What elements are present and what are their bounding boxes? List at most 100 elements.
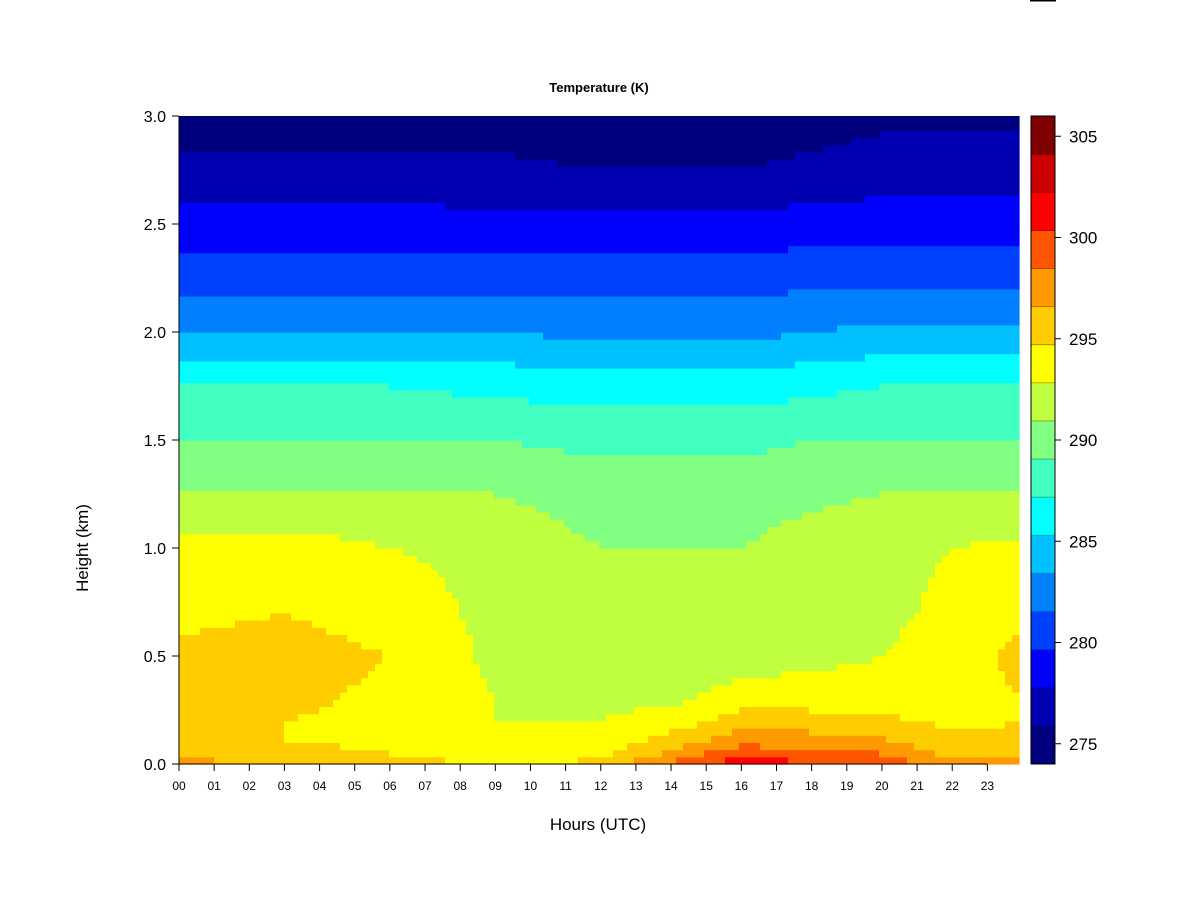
heatmap-cell — [438, 375, 446, 383]
heatmap-cell — [375, 288, 383, 297]
heatmap-cell — [235, 728, 243, 736]
heatmap-cell — [263, 130, 271, 139]
heatmap-cell — [410, 432, 418, 441]
heatmap-cell — [529, 656, 537, 664]
heatmap-cell — [333, 432, 341, 441]
heatmap-cell — [284, 706, 292, 715]
heatmap-cell — [403, 447, 411, 455]
heatmap-cell — [466, 548, 474, 556]
heatmap-cell — [221, 404, 229, 412]
heatmap-cell — [228, 418, 236, 427]
heatmap-cell — [480, 116, 488, 124]
heatmap-cell — [200, 483, 208, 491]
heatmap-cell — [473, 310, 481, 319]
heatmap-cell — [543, 180, 551, 189]
heatmap-cell — [256, 202, 264, 211]
heatmap-cell — [326, 396, 334, 405]
heatmap-cell — [228, 144, 236, 153]
heatmap-cell — [249, 180, 257, 189]
heatmap-cell — [403, 756, 411, 765]
heatmap-cell — [263, 238, 271, 247]
heatmap-cell — [228, 159, 236, 167]
heatmap-cell — [291, 490, 299, 499]
heatmap-cell — [207, 555, 215, 563]
heatmap-cell — [473, 555, 481, 563]
heatmap-cell — [242, 641, 250, 650]
heatmap-cell — [221, 288, 229, 297]
heatmap-cell — [312, 656, 320, 664]
heatmap-cell — [347, 195, 355, 203]
heatmap-cell — [186, 591, 194, 599]
heatmap-cell — [354, 267, 362, 275]
heatmap-cell — [375, 116, 383, 124]
heatmap-cell — [424, 447, 432, 455]
heatmap-cell — [284, 584, 292, 592]
heatmap-cell — [347, 497, 355, 506]
heatmap-cell — [291, 195, 299, 203]
heatmap-cell — [179, 742, 187, 751]
heatmap-cell — [424, 202, 432, 211]
heatmap-cell — [459, 123, 467, 131]
heatmap-cell — [529, 540, 537, 549]
heatmap-cell — [501, 152, 509, 160]
heatmap-cell — [375, 569, 383, 578]
heatmap-cell — [431, 684, 439, 693]
heatmap-cell — [256, 317, 264, 326]
heatmap-cell — [368, 555, 376, 563]
heatmap-cell — [452, 274, 460, 283]
heatmap-cell — [473, 598, 481, 607]
heatmap-cell — [214, 756, 222, 765]
heatmap-cell — [445, 497, 453, 506]
heatmap-cell — [410, 627, 418, 635]
heatmap-cell — [305, 404, 313, 412]
heatmap-cell — [291, 648, 299, 657]
heatmap-cell — [466, 418, 474, 427]
heatmap-cell — [361, 548, 369, 556]
heatmap-cell — [557, 303, 565, 311]
heatmap-cell — [298, 418, 306, 427]
heatmap-cell — [347, 173, 355, 182]
heatmap-cell — [424, 137, 432, 146]
heatmap-cell — [284, 742, 292, 751]
heatmap-cell — [193, 144, 201, 153]
heatmap-cell — [466, 260, 474, 268]
heatmap-cell — [508, 461, 516, 470]
heatmap-cell — [291, 627, 299, 635]
heatmap-cell — [438, 137, 446, 146]
heatmap-cell — [179, 432, 187, 441]
heatmap-cell — [473, 224, 481, 232]
heatmap-cell — [207, 296, 215, 304]
heatmap-cell — [403, 317, 411, 326]
heatmap-cell — [221, 360, 229, 369]
heatmap-cell — [214, 260, 222, 268]
heatmap-cell — [214, 476, 222, 484]
heatmap-cell — [179, 699, 187, 707]
heatmap-cell — [389, 252, 397, 261]
heatmap-cell — [410, 620, 418, 628]
heatmap-cell — [319, 188, 327, 196]
heatmap-cell — [179, 584, 187, 592]
heatmap-cell — [382, 483, 390, 491]
heatmap-cell — [508, 180, 516, 189]
heatmap-cell — [529, 216, 537, 225]
heatmap-cell — [354, 281, 362, 290]
heatmap-cell — [389, 728, 397, 736]
heatmap-cell — [494, 634, 502, 643]
heatmap-cell — [354, 562, 362, 571]
heatmap-cell — [298, 605, 306, 614]
heatmap-cell — [473, 706, 481, 715]
heatmap-cell — [312, 677, 320, 686]
heatmap-cell — [228, 188, 236, 196]
heatmap-cell — [186, 663, 194, 671]
heatmap-cell — [242, 562, 250, 571]
heatmap-cell — [431, 576, 439, 585]
heatmap-cell — [508, 274, 516, 283]
heatmap-cell — [277, 648, 285, 657]
heatmap-cell — [487, 447, 495, 455]
heatmap-cell — [347, 591, 355, 599]
heatmap-cell — [396, 346, 404, 355]
heatmap-cell — [459, 252, 467, 261]
heatmap-cell — [452, 425, 460, 434]
heatmap-cell — [403, 116, 411, 124]
heatmap-cell — [284, 425, 292, 434]
